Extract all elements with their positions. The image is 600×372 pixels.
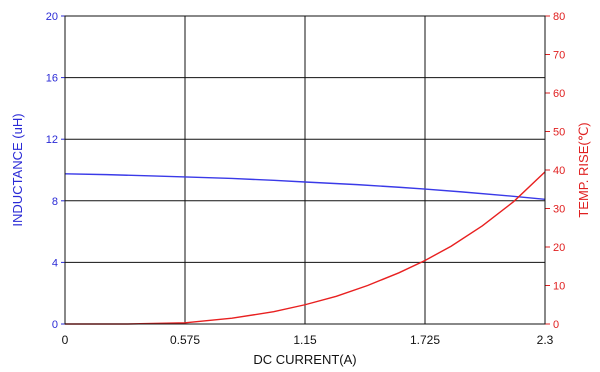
left-tick-label: 8 (52, 196, 58, 208)
x-tick-label: 2.3 (537, 333, 554, 347)
x-axis-title: DC CURRENT(A) (253, 352, 356, 367)
right-axis-ticks: 0 10 20 30 40 50 60 70 80 (545, 11, 565, 331)
x-axis-ticks: 0 0.575 1.15 1.725 2.3 (62, 333, 554, 347)
temp-rise-line (65, 171, 546, 325)
left-tick-label: 0 (52, 319, 58, 331)
right-tick-label: 80 (553, 11, 565, 23)
right-tick-label: 60 (553, 88, 565, 100)
left-tick-label: 12 (46, 134, 58, 146)
x-tick-label: 0 (62, 333, 69, 347)
right-tick-label: 20 (553, 242, 565, 254)
left-tick-label: 20 (46, 11, 58, 23)
right-axis-title: TEMP. RISE(℃) (576, 122, 591, 217)
right-tick-label: 70 (553, 50, 565, 62)
right-tick-label: 10 (553, 281, 565, 293)
right-tick-label: 50 (553, 127, 565, 139)
right-tick-label: 40 (553, 165, 565, 177)
left-tick-label: 4 (52, 257, 58, 269)
right-tick-label: 30 (553, 204, 565, 216)
left-axis-title: INDUCTANCE (uH) (10, 113, 25, 226)
series-lines (64, 171, 546, 325)
right-tick-label: 0 (553, 319, 559, 331)
left-axis-ticks: 0 4 8 12 16 20 (46, 11, 65, 331)
inductance-line (64, 173, 546, 200)
x-tick-label: 1.725 (410, 333, 440, 347)
plot-frame (64, 15, 546, 325)
x-tick-label: 0.575 (170, 333, 200, 347)
left-tick-label: 16 (46, 73, 58, 85)
grid-lines (65, 16, 545, 324)
x-tick-label: 1.15 (293, 333, 317, 347)
